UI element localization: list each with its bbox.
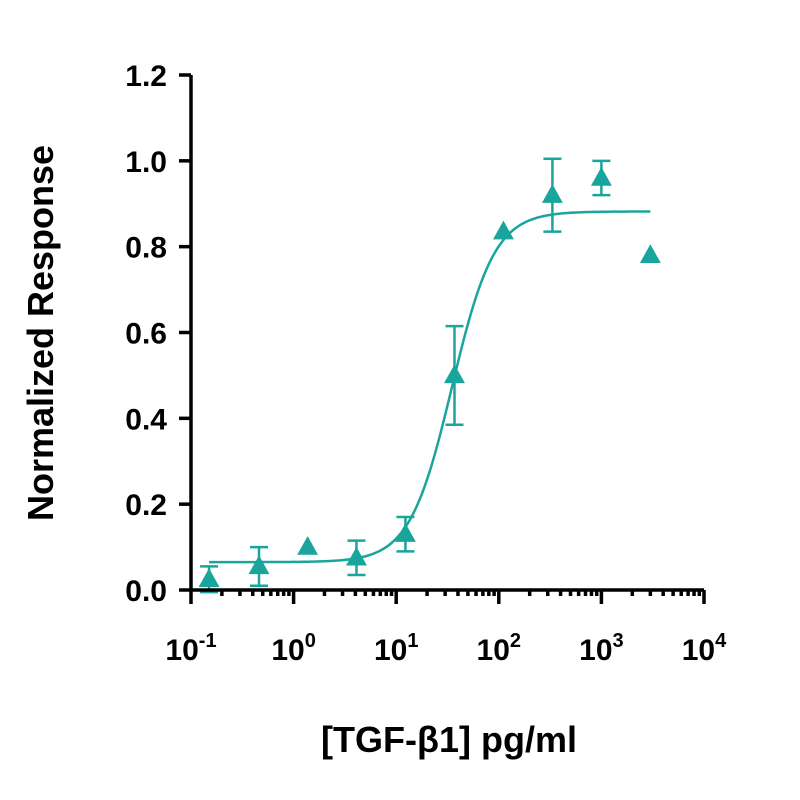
data-point [346,546,367,566]
fit-curve-layer [209,210,651,564]
y-tick-label: 1.2 [125,60,167,93]
x-tick-label: 101 [374,630,419,667]
fit-curve [209,210,651,564]
data-point [639,244,661,263]
x-tick-label: 102 [477,630,522,667]
y-tick-label: 0.8 [125,232,167,265]
axes-layer [189,75,704,592]
x-tick-label: 103 [579,630,624,667]
x-axis-title: [TGF-β1] pg/ml [321,719,577,760]
y-tick-label: 0.6 [125,318,167,351]
y-tick-label: 0.0 [125,575,167,608]
y-ticks: 0.0 0.2 0.4 0.6 0.8 1.0 1.2 [125,60,191,608]
data-points-layer [198,167,661,587]
y-axis-title: Normalized Response [20,145,61,521]
data-point [297,536,319,555]
y-tick-label: 0.4 [125,403,167,436]
x-tick-label: 100 [271,630,316,667]
y-tick-label: 1.0 [125,146,167,179]
x-tick-label: 104 [682,630,727,667]
data-point [590,167,612,186]
data-point [394,523,416,542]
x-tick-label: 10-1 [165,630,216,667]
data-point [248,555,270,575]
data-point [541,184,563,203]
data-point [493,220,514,240]
data-point [198,568,220,587]
y-tick-label: 0.2 [125,489,167,522]
data-point [444,364,465,384]
x-ticks: 10-1 100 101 102 103 104 [165,590,727,667]
